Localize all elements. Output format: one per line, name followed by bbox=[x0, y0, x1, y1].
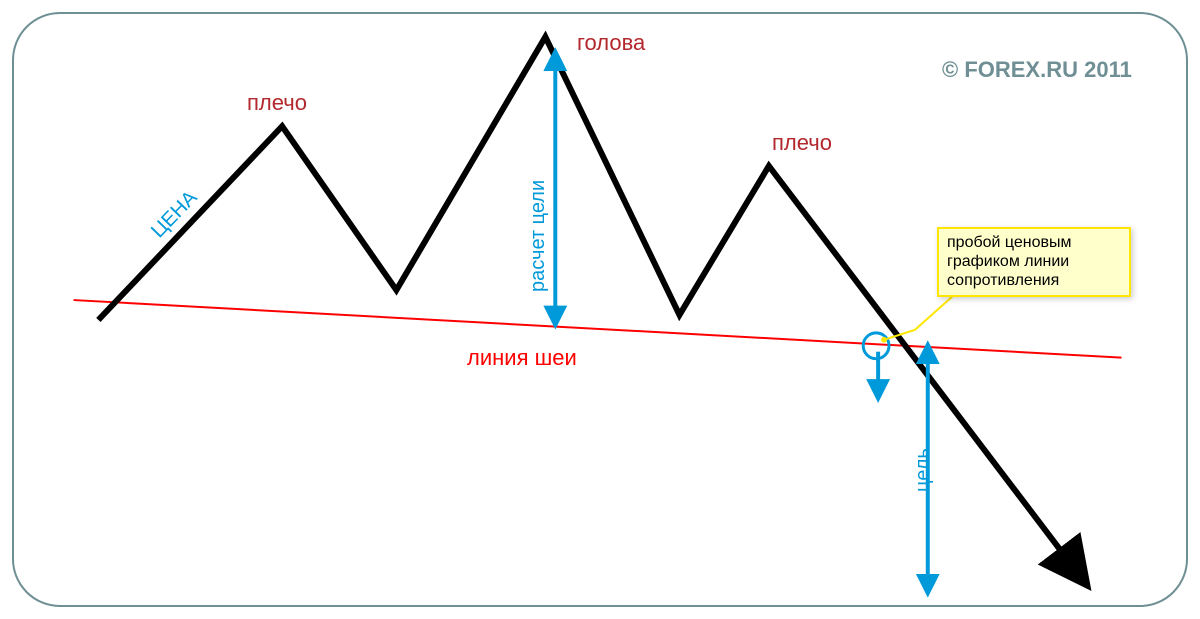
neckline bbox=[74, 300, 1122, 358]
label-neckline: линия шеи bbox=[467, 345, 577, 371]
callout-line-1: пробой ценовым bbox=[947, 233, 1121, 252]
label-target: цель bbox=[912, 448, 935, 492]
diagram-svg bbox=[14, 14, 1186, 605]
label-shoulder-right: плечо bbox=[772, 130, 832, 156]
callout-line-2: графиком линии bbox=[947, 252, 1121, 271]
callout-leader-dot bbox=[881, 337, 887, 343]
label-calc-target: расчет цели bbox=[527, 180, 550, 292]
copyright: © FOREX.RU 2011 bbox=[942, 57, 1132, 83]
diagram-frame: плечо голова плечо линия шеи ЦЕНА расчет… bbox=[12, 12, 1188, 607]
callout-line-3: сопротивления bbox=[947, 271, 1121, 290]
label-head: голова bbox=[577, 30, 645, 56]
price-path bbox=[98, 37, 1081, 578]
label-shoulder-left: плечо bbox=[247, 90, 307, 116]
callout-box: пробой ценовым графиком линии сопротивле… bbox=[937, 227, 1131, 297]
